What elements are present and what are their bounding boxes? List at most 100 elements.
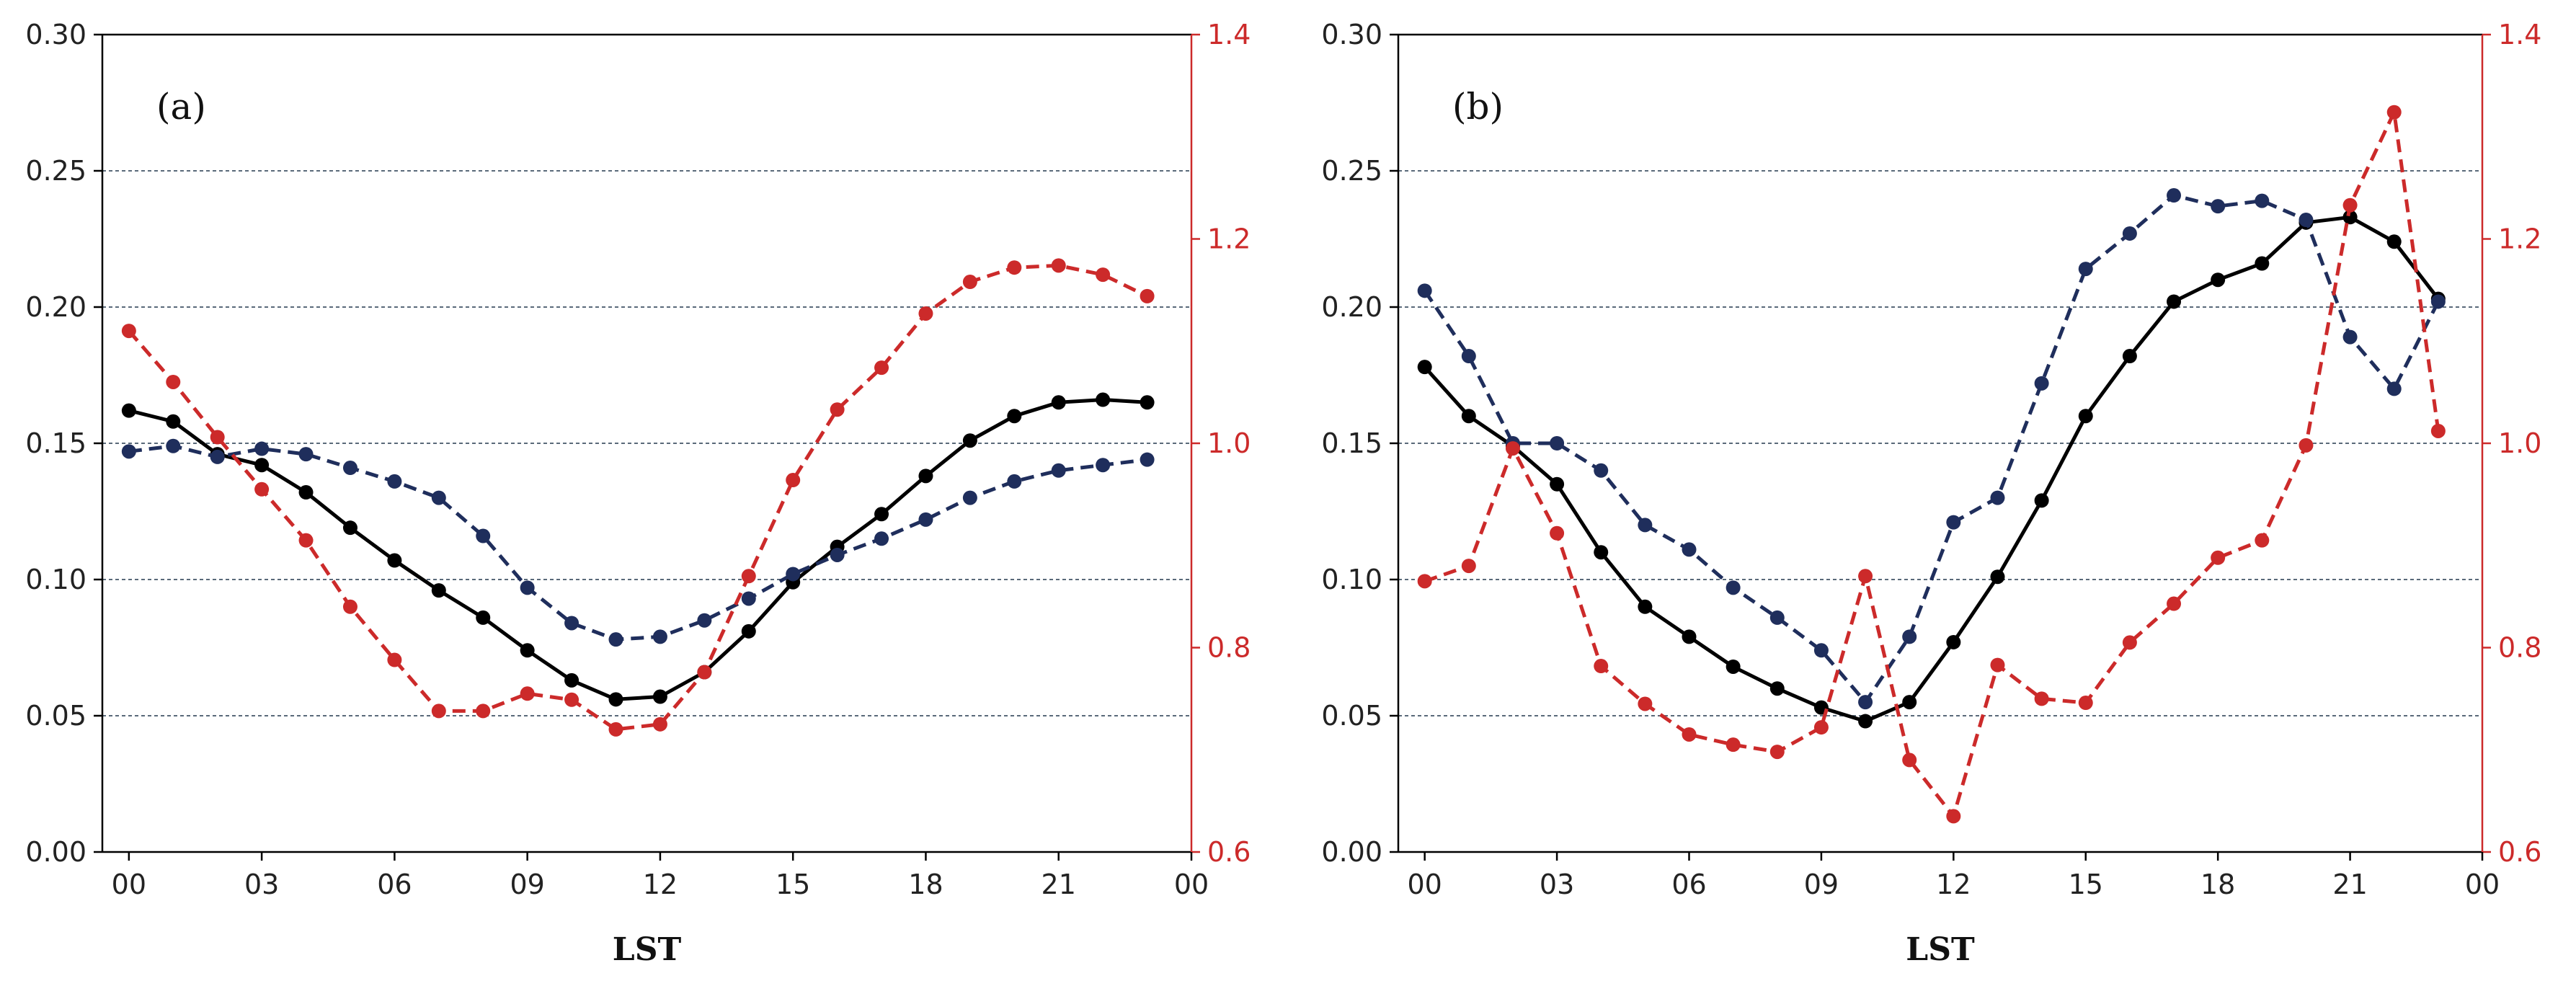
series-point-red-dashed-23 [1140, 288, 1155, 303]
left-tick-label-2: 0.10 [1321, 564, 1382, 595]
left-tick-label-6: 0.30 [1321, 19, 1382, 50]
series-point-black-solid-8 [1769, 681, 1785, 696]
series-point-navy-dashed-19 [962, 490, 977, 505]
series-point-navy-dashed-14 [741, 591, 756, 606]
series-point-black-solid-0 [121, 403, 136, 418]
right-tick-label-1: 0.8 [1207, 632, 1251, 664]
series-point-navy-dashed-13 [697, 613, 712, 628]
x-tick-label-2: 06 [1671, 869, 1706, 900]
series-point-black-solid-21 [2342, 210, 2358, 225]
series-point-black-solid-5 [342, 520, 357, 536]
series-point-red-dashed-22 [2386, 105, 2402, 120]
series-point-navy-dashed-9 [520, 580, 535, 595]
series-point-red-dashed-7 [1726, 737, 1741, 753]
series-point-black-solid-6 [387, 553, 402, 568]
left-tick-label-4: 0.20 [25, 291, 86, 323]
series-point-red-dashed-7 [431, 703, 446, 719]
series-point-black-solid-19 [962, 433, 977, 448]
x-tick-label-0: 00 [1408, 869, 1442, 900]
series-point-red-dashed-0 [121, 324, 136, 339]
series-point-black-solid-14 [741, 623, 756, 639]
series-point-navy-dashed-5 [1638, 518, 1653, 533]
series-point-red-dashed-20 [2299, 438, 2314, 453]
series-line-black-solid [128, 398, 1147, 701]
series-line-red-dashed [128, 263, 1148, 732]
right-tick-label-0: 0.6 [1207, 836, 1251, 868]
series-point-red-dashed-22 [1096, 267, 1111, 283]
x-tick-label-2: 06 [377, 869, 412, 900]
x-tick-label-7: 21 [1041, 869, 1076, 900]
series-point-black-solid-10 [1858, 714, 1873, 729]
series-point-navy-dashed-0 [121, 444, 136, 459]
series-point-navy-dashed-21 [1051, 463, 1066, 478]
series-point-black-solid-17 [2167, 294, 2182, 309]
series-point-red-dashed-11 [608, 722, 623, 737]
series-point-navy-dashed-15 [2078, 262, 2093, 277]
series-point-black-solid-8 [476, 610, 491, 625]
series-point-red-dashed-6 [387, 652, 402, 667]
series-point-black-solid-3 [254, 458, 270, 473]
series-point-red-dashed-5 [342, 599, 357, 614]
series-point-black-solid-23 [1140, 395, 1155, 410]
right-tick-label-3: 1.2 [2498, 223, 2541, 255]
series-point-navy-dashed-7 [431, 490, 446, 505]
series-point-navy-dashed-15 [786, 567, 801, 582]
series-point-red-dashed-19 [962, 275, 977, 290]
series-point-red-dashed-10 [564, 692, 579, 707]
series-point-black-solid-6 [1682, 629, 1697, 644]
series-point-red-dashed-8 [476, 703, 491, 719]
series-point-red-dashed-5 [1638, 696, 1653, 711]
series-point-navy-dashed-0 [1417, 283, 1432, 298]
series-point-navy-dashed-17 [874, 531, 889, 546]
right-tick-label-1: 0.8 [2498, 632, 2541, 664]
series-point-navy-dashed-11 [608, 632, 623, 647]
series-point-navy-dashed-9 [1813, 643, 1829, 658]
series-point-black-solid-14 [2034, 493, 2049, 508]
series-point-navy-dashed-22 [1096, 458, 1111, 473]
series-point-navy-dashed-6 [1682, 542, 1697, 557]
series-line-red-dashed [1424, 110, 2440, 818]
series-point-red-dashed-16 [2122, 635, 2137, 650]
series-point-red-dashed-21 [1051, 258, 1066, 273]
x-tick-label-8: 00 [1174, 869, 1209, 900]
series-point-black-solid-4 [1594, 545, 1609, 560]
series-point-black-solid-1 [166, 414, 181, 429]
series-point-red-dashed-13 [697, 665, 712, 680]
x-tick-label-6: 18 [908, 869, 943, 900]
series-point-black-solid-3 [1550, 476, 1565, 492]
series-point-navy-dashed-12 [1946, 515, 1961, 530]
series-point-red-dashed-17 [2167, 596, 2182, 611]
left-tick-label-3: 0.15 [1321, 427, 1382, 459]
series-point-red-dashed-8 [1769, 745, 1785, 760]
series-point-black-solid-15 [2078, 409, 2093, 424]
series-point-black-solid-12 [1946, 634, 1961, 649]
series-point-red-dashed-16 [830, 402, 845, 417]
left-tick-label-5: 0.25 [25, 155, 86, 187]
panel-label: (a) [156, 86, 206, 128]
right-tick-label-4: 1.4 [2498, 19, 2541, 50]
series-point-black-solid-17 [874, 507, 889, 522]
series-point-black-solid-22 [1096, 392, 1111, 407]
x-tick-label-3: 09 [1804, 869, 1839, 900]
series-point-black-solid-18 [2211, 272, 2226, 288]
series-point-navy-dashed-1 [1461, 349, 1476, 364]
series-point-red-dashed-4 [298, 533, 314, 548]
series-point-navy-dashed-7 [1726, 580, 1741, 595]
series-point-red-dashed-12 [1946, 809, 1961, 824]
series-point-red-dashed-6 [1682, 727, 1697, 742]
x-tick-label-7: 21 [2332, 869, 2367, 900]
series-point-black-solid-16 [2122, 349, 2137, 364]
panel-a: 0.00 0.05 0.10 0.15 0.20 0.25 0.30 0.6 0.8 1.0 1.2… [25, 19, 1251, 968]
series-point-navy-dashed-16 [830, 547, 845, 562]
series-point-navy-dashed-21 [2342, 329, 2358, 345]
series-point-black-solid-0 [1417, 360, 1432, 375]
series-point-black-solid-7 [1726, 659, 1741, 674]
series-point-navy-dashed-2 [210, 449, 225, 464]
series-point-navy-dashed-5 [342, 461, 357, 476]
left-tick-label-1: 0.05 [25, 700, 86, 732]
left-tick-label-3: 0.15 [25, 427, 86, 459]
series-point-black-solid-7 [431, 583, 446, 598]
panel-label: (b) [1452, 86, 1504, 128]
series-point-black-solid-1 [1461, 409, 1476, 424]
